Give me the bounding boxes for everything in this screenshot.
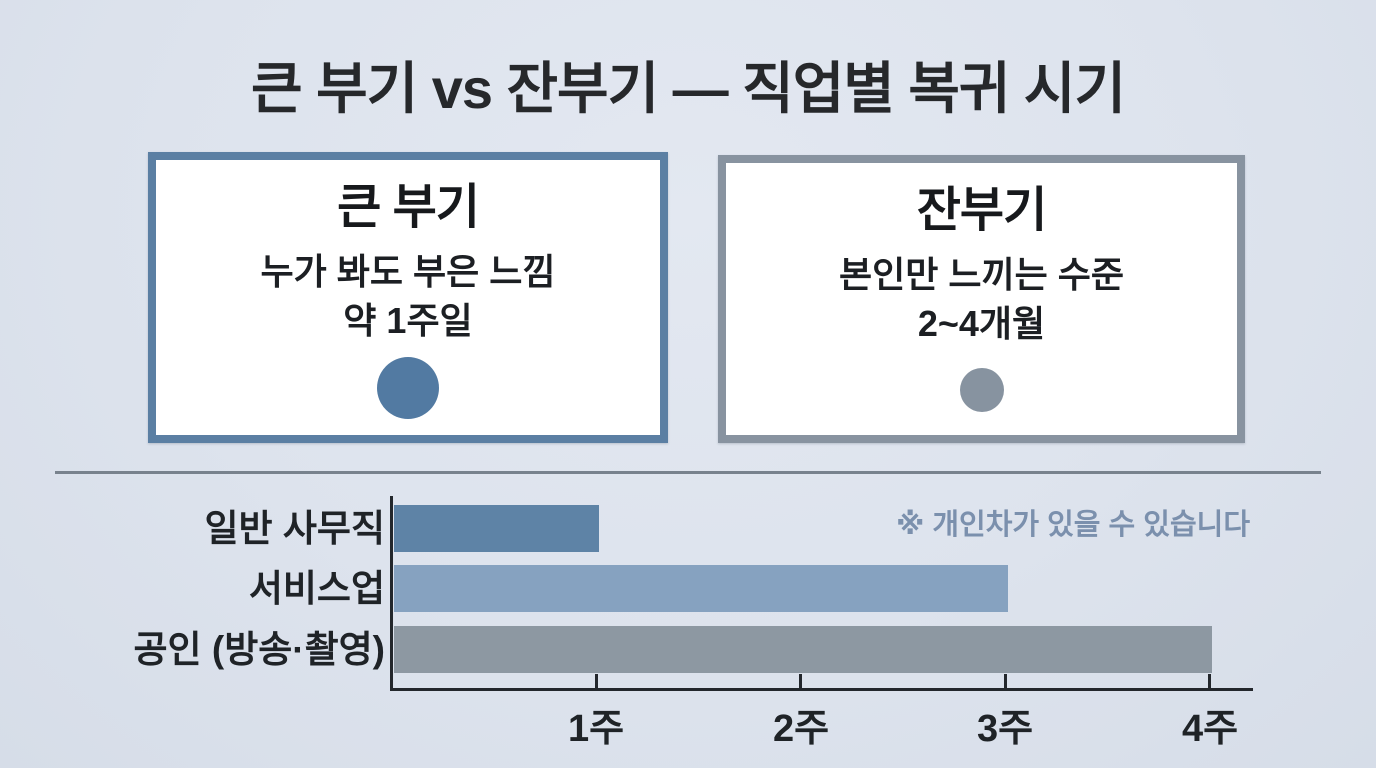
residual-swelling-duration: 2~4개월	[917, 303, 1046, 344]
x-axis-tick	[799, 674, 802, 689]
x-tick-label-1w: 1주	[567, 708, 625, 750]
residual-swelling-desc: 본인만 느끼는 수준	[839, 254, 1124, 295]
bar-public-figure	[394, 626, 1212, 673]
x-tick-label-2w: 2주	[772, 708, 830, 750]
y-axis-line	[390, 496, 393, 691]
card-big-swelling: 큰 부기 누가 봐도 부은 느낌 약 1주일	[148, 152, 668, 443]
residual-swelling-dot-icon	[959, 368, 1004, 412]
section-divider	[55, 471, 1321, 474]
category-label-service-industry: 서비스업	[248, 568, 385, 609]
category-label-public-figure: 공인 (방송·촬영)	[133, 629, 385, 670]
x-tick-label-4w: 4주	[1181, 708, 1239, 750]
residual-swelling-heading: 잔부기	[916, 184, 1047, 237]
individual-variation-note: ※ 개인차가 있을 수 있습니다	[896, 509, 1250, 541]
category-label-office-worker: 일반 사무직	[204, 508, 385, 549]
big-swelling-heading: 큰 부기	[337, 181, 480, 234]
card-residual-swelling: 잔부기 본인만 느끼는 수준 2~4개월	[718, 155, 1245, 443]
big-swelling-dot-icon	[377, 357, 439, 419]
bar-service-industry	[394, 565, 1008, 612]
x-axis-tick	[1004, 674, 1007, 689]
big-swelling-duration: 약 1주일	[343, 300, 473, 341]
page-title: 큰 부기 vs 잔부기 — 직업별 복귀 시기	[251, 57, 1126, 120]
bar-office-worker	[394, 505, 599, 552]
x-axis-tick	[595, 674, 598, 689]
big-swelling-desc: 누가 봐도 부은 느낌	[260, 251, 556, 292]
x-axis-tick	[1208, 674, 1211, 689]
x-tick-label-3w: 3주	[976, 708, 1034, 750]
x-axis-line	[390, 688, 1253, 691]
